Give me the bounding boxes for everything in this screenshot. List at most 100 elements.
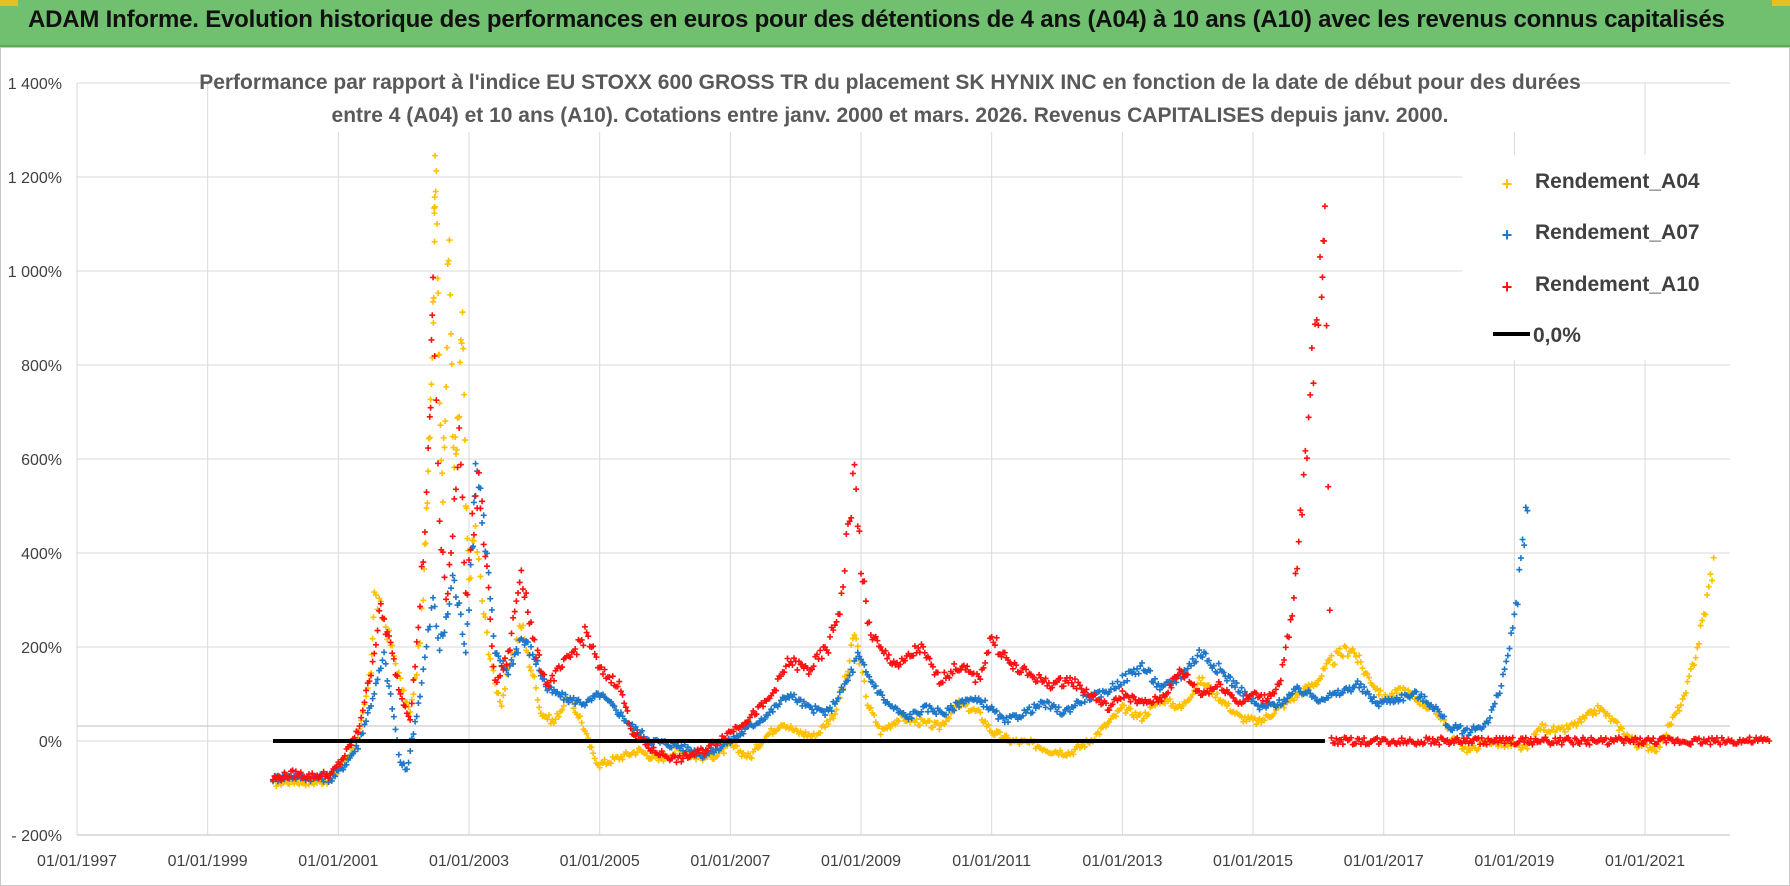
data-point <box>872 719 879 726</box>
data-point <box>1241 698 1248 705</box>
data-point <box>1686 673 1693 680</box>
data-point <box>384 636 391 643</box>
data-point <box>1217 696 1224 703</box>
data-point <box>1189 655 1196 662</box>
data-point <box>1055 704 1062 711</box>
data-point <box>508 656 515 663</box>
data-point <box>463 505 470 512</box>
data-point <box>1436 741 1443 748</box>
data-point <box>848 642 855 649</box>
data-point <box>861 661 868 668</box>
data-point <box>1496 690 1503 697</box>
data-point <box>567 654 574 661</box>
data-point <box>769 708 776 715</box>
data-point <box>745 750 752 757</box>
data-point <box>485 651 492 658</box>
data-point <box>1256 706 1263 713</box>
data-point <box>1511 611 1518 618</box>
y-tick-label: 1 200% <box>8 170 62 187</box>
data-point <box>532 661 539 668</box>
x-axis-ticks: 01/01/1997 01/01/1999 01/01/2001 01/01/2003… <box>37 853 1685 870</box>
data-point <box>1299 511 1306 518</box>
data-point <box>510 614 517 621</box>
data-point <box>1199 691 1206 698</box>
data-point <box>1256 715 1263 722</box>
data-point <box>1027 671 1034 678</box>
data-point <box>477 505 484 512</box>
data-point <box>942 711 949 718</box>
data-point <box>573 651 580 658</box>
data-point <box>884 655 891 662</box>
data-point <box>1650 735 1657 742</box>
data-point <box>1643 741 1650 748</box>
data-point <box>389 650 396 657</box>
data-point <box>408 700 415 707</box>
data-point <box>1236 689 1243 696</box>
data-point <box>461 391 468 398</box>
data-point <box>856 660 863 667</box>
data-point <box>483 629 490 636</box>
data-point <box>395 751 402 758</box>
data-point <box>439 549 446 556</box>
data-point <box>1328 734 1335 741</box>
data-point <box>748 755 755 762</box>
data-point <box>1001 649 1008 656</box>
series-rendement-a07 <box>270 460 1531 786</box>
x-tick-label: 01/01/2003 <box>429 853 509 870</box>
data-point <box>495 690 502 697</box>
data-point <box>1454 734 1461 741</box>
data-point <box>516 579 523 586</box>
data-point <box>1668 721 1675 728</box>
data-point <box>407 716 414 723</box>
data-point <box>410 691 417 698</box>
data-point <box>493 650 500 657</box>
data-point <box>601 666 608 673</box>
data-point <box>379 657 386 664</box>
data-point <box>332 773 339 780</box>
data-point <box>1522 734 1529 741</box>
data-point <box>281 769 288 776</box>
data-point <box>335 767 342 774</box>
data-point <box>949 670 956 677</box>
data-point <box>1067 674 1074 681</box>
y-tick-label: 200% <box>21 640 62 657</box>
data-point <box>532 684 539 691</box>
data-point <box>1508 630 1515 637</box>
data-point <box>439 470 446 477</box>
data-point <box>1555 738 1562 745</box>
data-point <box>1334 687 1341 694</box>
data-point <box>583 629 590 636</box>
data-point <box>1214 690 1221 697</box>
data-point <box>1348 734 1355 741</box>
data-point <box>562 691 569 698</box>
data-point <box>412 663 419 670</box>
data-point <box>454 464 461 471</box>
data-point <box>354 745 361 752</box>
data-point <box>364 709 371 716</box>
data-point <box>758 699 765 706</box>
data-point <box>658 748 665 755</box>
data-point <box>519 622 526 629</box>
data-point <box>1173 675 1180 682</box>
data-point <box>902 657 909 664</box>
data-point <box>1031 701 1038 708</box>
report-title: ADAM Informe. Evolution historique des p… <box>28 6 1725 33</box>
data-point <box>1491 738 1498 745</box>
data-point <box>544 679 551 686</box>
data-point <box>872 633 879 640</box>
data-point <box>678 758 685 765</box>
data-point <box>1352 653 1359 660</box>
data-point <box>302 782 309 789</box>
data-point <box>1663 731 1670 738</box>
data-point <box>1023 666 1029 673</box>
data-point <box>435 290 442 297</box>
data-point <box>893 705 900 712</box>
data-point <box>609 673 616 680</box>
data-point <box>1557 734 1564 741</box>
data-point <box>447 291 454 298</box>
data-point <box>1374 685 1381 692</box>
data-point <box>861 578 868 585</box>
data-point <box>629 721 636 728</box>
data-point <box>511 651 518 658</box>
data-point <box>466 556 473 563</box>
